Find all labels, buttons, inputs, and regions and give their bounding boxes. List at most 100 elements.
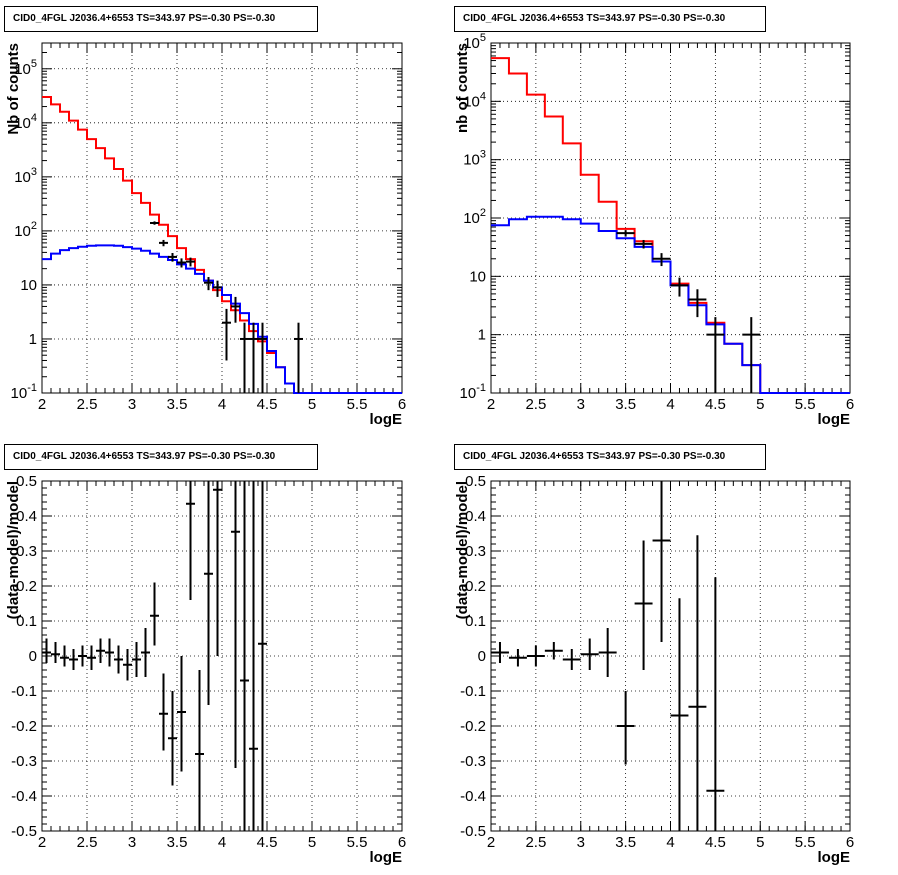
x-tick-label: 4 [218,834,226,851]
data-point [195,670,204,831]
y-tick-label: 10-1 [460,382,486,402]
x-tick-label: 6 [846,396,854,413]
data-point [249,481,258,831]
data-point [742,317,761,393]
y-tick-label: 10-1 [11,382,37,402]
x-tick-label: 4.5 [705,834,726,851]
data-point [616,230,635,237]
x-tick-label: 6 [398,396,406,413]
y-tick-label: -0.1 [460,683,486,700]
y-tick-label: 0 [29,648,37,665]
data-point [186,257,195,267]
y-axis-label: (data-model)/model [5,481,22,619]
data-point [78,645,87,667]
y-tick-label: 1 [478,327,486,344]
data-point [634,540,653,670]
panel-title: CID0_4FGL J2036.4+6553 TS=343.97 PS=-0.3… [463,451,726,462]
data-point [222,308,231,361]
x-tick-label: 3 [128,396,136,413]
data-point [123,649,132,681]
y-axis-label: nb of counts [454,43,471,133]
y-tick-label: -0.2 [460,718,486,735]
data-point [204,481,213,705]
title-box-residuals-left: CID0_4FGL J2036.4+6553 TS=343.97 PS=-0.3… [4,444,318,470]
y-tick-label: 0.4 [16,508,37,525]
background-histogram [491,215,850,394]
y-tick-label: 105 [14,58,37,78]
x-tick-label: 2.5 [77,834,98,851]
y-axis-label: Nb of counts [5,43,22,135]
x-tick-label: 5.5 [347,834,368,851]
data-point [105,638,114,667]
data-point [562,649,581,670]
y-tick-label: 1 [29,331,37,348]
x-tick-label: 5.5 [347,396,368,413]
y-tick-label: 0.3 [465,543,486,560]
x-tick-label: 3.5 [167,834,188,851]
x-tick-label: 5 [308,396,316,413]
x-tick-label: 2.5 [77,396,98,413]
data-point [132,642,141,677]
data-point [186,481,195,600]
x-tick-label: 3.5 [615,834,636,851]
y-axis-label: (data-model)/model [454,481,471,619]
data-point [598,628,617,677]
x-tick-label: 4.5 [257,396,278,413]
x-axis-label: logE [370,411,403,428]
data-point [231,481,240,768]
x-tick-label: 2.5 [525,396,546,413]
data-point [508,649,527,667]
y-tick-label: 0.5 [465,473,486,490]
x-tick-label: 5 [756,396,764,413]
x-axis-label: logE [370,849,403,866]
data-point [688,289,707,318]
x-tick-label: 3 [128,834,136,851]
y-tick-label: 102 [14,220,37,240]
y-tick-label: -0.5 [11,823,37,840]
data-point [634,239,653,249]
y-tick-label: 0.2 [16,578,37,595]
y-tick-label: -0.2 [11,718,37,735]
data-point [616,691,635,765]
x-tick-label: 3 [577,396,585,413]
title-box-counts-left: CID0_4FGL J2036.4+6553 TS=343.97 PS=-0.3… [4,6,318,32]
y-tick-label: -0.1 [11,683,37,700]
y-tick-label: -0.4 [460,788,486,805]
data-point [168,252,177,262]
y-tick-label: 104 [14,112,37,132]
data-point [96,638,105,663]
y-tick-label: -0.5 [460,823,486,840]
x-tick-label: 2 [38,834,46,851]
x-tick-label: 3.5 [167,396,188,413]
data-point [258,481,267,831]
data-point [51,642,60,663]
data-point [60,645,69,667]
data-point [652,481,671,642]
x-tick-label: 5 [756,834,764,851]
x-tick-label: 4.5 [257,834,278,851]
data-point [168,691,177,786]
data-point [670,277,689,297]
y-tick-label: 0.3 [16,543,37,560]
data-point [213,481,222,656]
y-tick-label: 105 [463,32,486,52]
data-point [544,642,563,660]
x-tick-label: 5.5 [795,396,816,413]
background-histogram [42,244,402,394]
x-tick-label: 5 [308,834,316,851]
x-tick-label: 4 [218,396,226,413]
x-axis-label: logE [818,849,851,866]
data-point [177,258,186,268]
data-point [491,642,509,663]
data-point [706,577,725,831]
x-tick-label: 2.5 [525,834,546,851]
data-point [294,322,303,393]
y-tick-label: 0.2 [465,578,486,595]
y-tick-label: -0.4 [11,788,37,805]
x-axis-label: logE [818,411,851,428]
x-tick-label: 5.5 [795,834,816,851]
data-point [231,296,240,323]
data-point [69,649,78,670]
